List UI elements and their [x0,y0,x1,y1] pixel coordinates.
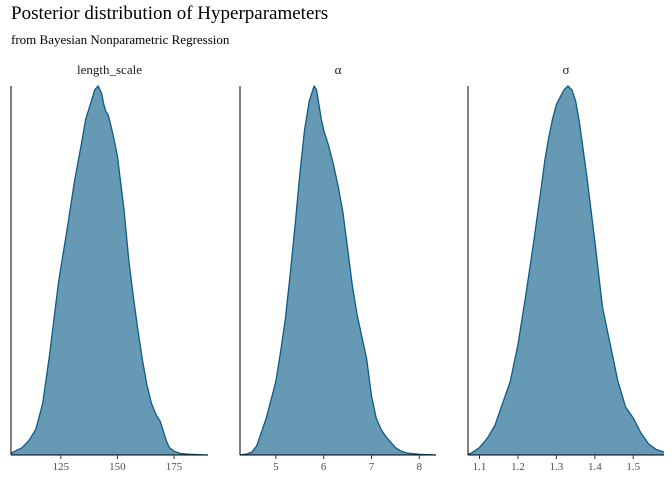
x-tick-label: 150 [109,461,126,473]
facet-label: length_scale [77,62,142,77]
x-tick-label: 6 [321,461,327,473]
x-tick-label: 1.1 [473,461,487,473]
chart-subtitle: from Bayesian Nonparametric Regression [11,32,230,47]
x-tick-label: 1.3 [550,461,564,473]
x-tick-label: 1.4 [588,461,602,473]
density-area [468,86,664,455]
x-tick-label: 1.2 [511,461,525,473]
density-line [10,85,209,456]
x-tick-label: 8 [417,461,423,473]
x-tick-label: 7 [369,461,375,473]
density-area [240,86,436,455]
facet-panel-2: α 5 6 7 8 [239,62,437,473]
facet-panel-3: σ 1.1 1.2 1.3 1.4 1.5 [467,62,665,473]
facet-label: σ [562,62,569,77]
x-tick-label: 5 [273,461,279,473]
facet-label: α [335,62,342,77]
facet-panel-1: length_scale 125 150 175 [10,62,209,473]
density-line [239,85,437,456]
density-area [11,86,208,455]
density-line [467,85,665,455]
chart-title: Posterior distribution of Hyperparameter… [11,3,329,24]
x-tick-label: 1.5 [626,461,640,473]
x-tick-label: 125 [53,461,70,473]
x-tick-label: 175 [166,461,183,473]
